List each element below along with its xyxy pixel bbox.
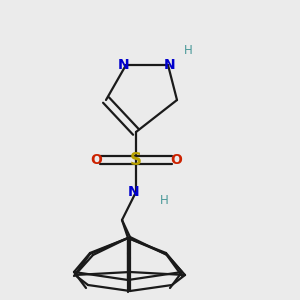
- Text: N: N: [164, 58, 176, 72]
- Text: H: H: [184, 44, 192, 56]
- Text: O: O: [170, 153, 182, 167]
- Text: S: S: [130, 151, 142, 169]
- Text: H: H: [160, 194, 168, 206]
- Text: O: O: [90, 153, 102, 167]
- Text: N: N: [128, 185, 140, 199]
- Text: N: N: [118, 58, 130, 72]
